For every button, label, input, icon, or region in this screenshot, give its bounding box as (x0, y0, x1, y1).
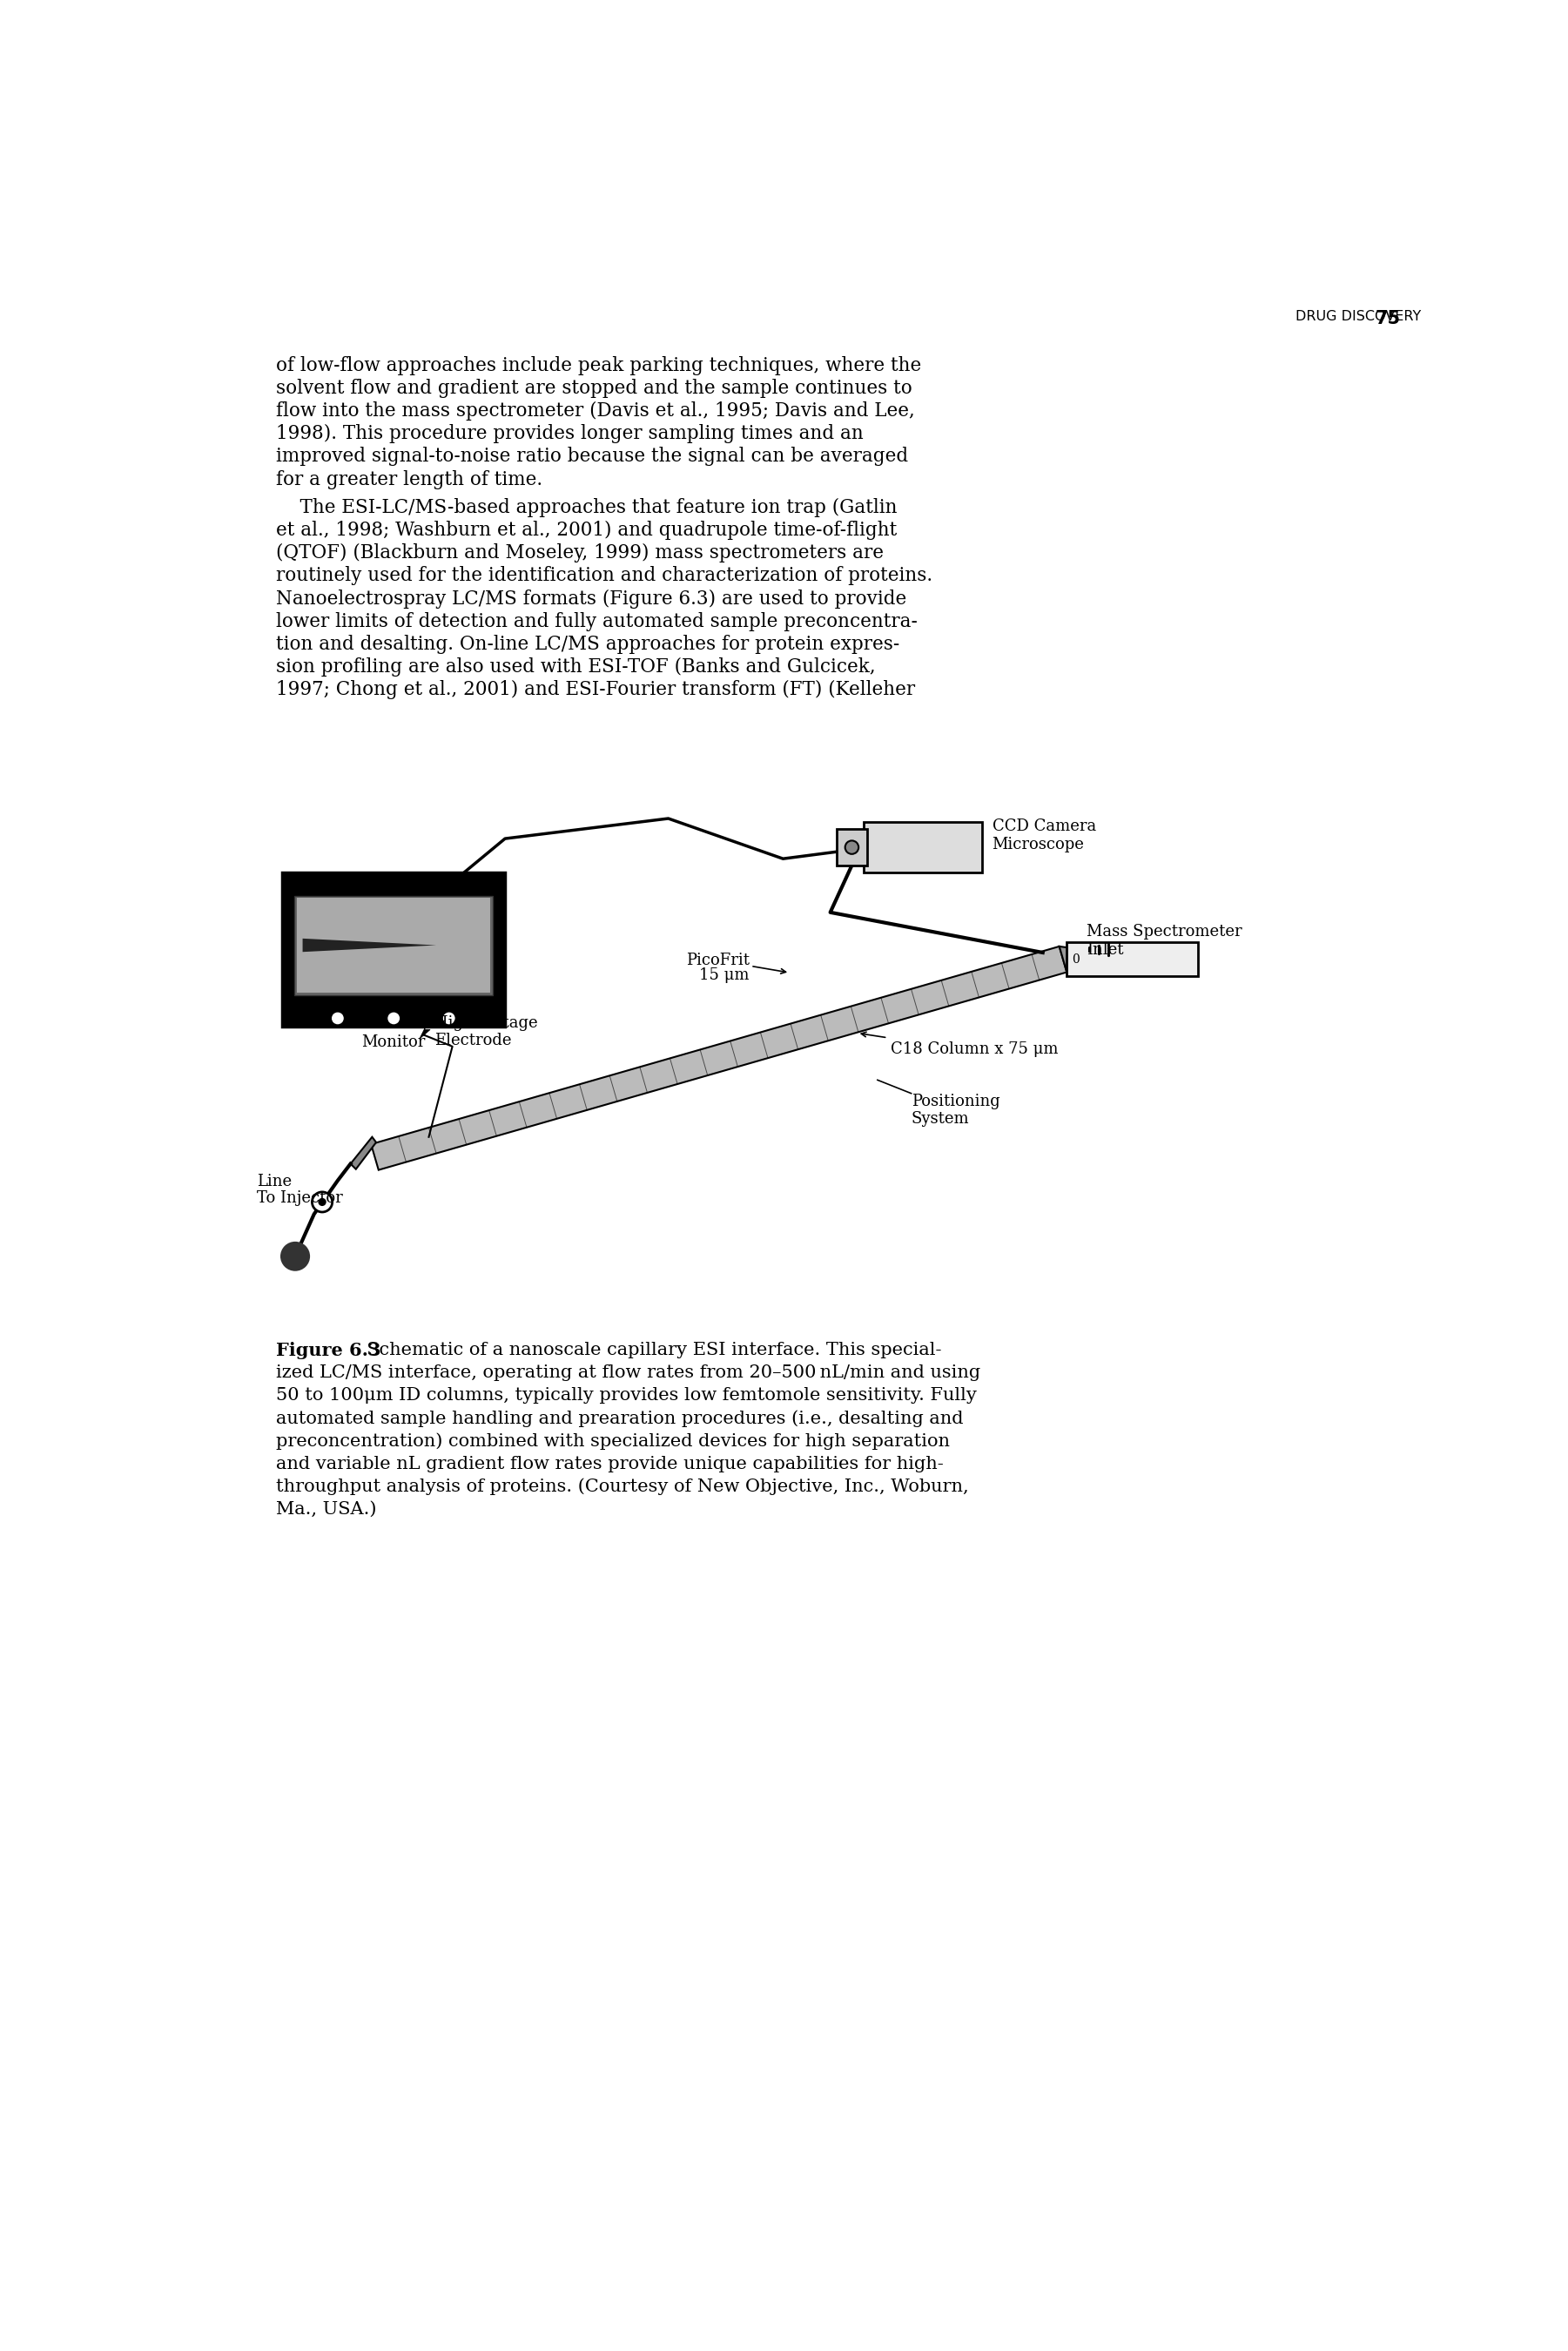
Text: 50 to 100μm ID columns, typically provides low femtomole sensitivity. Fully: 50 to 100μm ID columns, typically provid… (276, 1387, 977, 1404)
Circle shape (318, 1199, 326, 1206)
Bar (864, 823, 982, 872)
Circle shape (312, 1192, 332, 1213)
Text: routinely used for the identification and characterization of proteins.: routinely used for the identification an… (276, 567, 933, 585)
Polygon shape (351, 1138, 376, 1168)
Text: High Voltage
Electrode: High Voltage Electrode (434, 1016, 538, 1049)
Text: ized LC/MS interface, operating at flow rates from 20–500 nL/min and using: ized LC/MS interface, operating at flow … (276, 1364, 980, 1380)
Text: Ma., USA.): Ma., USA.) (276, 1500, 376, 1519)
Text: automated sample handling and prearation procedures (i.e., desalting and: automated sample handling and prearation… (276, 1411, 963, 1427)
Text: 75: 75 (1375, 310, 1400, 327)
Text: CCD Camera
Microscope: CCD Camera Microscope (993, 818, 1096, 853)
Text: DRUG DISCOVERY: DRUG DISCOVERY (1295, 310, 1422, 324)
Text: 1998). This procedure provides longer sampling times and an: 1998). This procedure provides longer sa… (276, 423, 862, 444)
Text: PicoFrit: PicoFrit (685, 952, 750, 969)
Text: Nanoelectrospray LC/MS formats (Figure 6.3) are used to provide: Nanoelectrospray LC/MS formats (Figure 6… (276, 590, 906, 609)
Circle shape (332, 1013, 343, 1023)
Text: and variable nL gradient flow rates provide unique capabilities for high-: and variable nL gradient flow rates prov… (276, 1455, 944, 1472)
Text: (QTOF) (Blackburn and Moseley, 1999) mass spectrometers are: (QTOF) (Blackburn and Moseley, 1999) mas… (276, 543, 883, 562)
Bar (295, 896, 492, 994)
Text: for a greater length of time.: for a greater length of time. (276, 470, 543, 489)
Circle shape (444, 1013, 455, 1023)
Polygon shape (303, 938, 436, 952)
Bar (837, 828, 867, 865)
Text: 0: 0 (1073, 952, 1080, 966)
Bar (282, 872, 505, 1027)
Text: 15 μm: 15 μm (699, 966, 750, 983)
Text: Monitor: Monitor (362, 1034, 425, 1051)
Text: lower limits of detection and fully automated sample preconcentra-: lower limits of detection and fully auto… (276, 611, 917, 630)
Polygon shape (372, 947, 1066, 1171)
Text: sion profiling are also used with ESI-TOF (Banks and Gulcicek,: sion profiling are also used with ESI-TO… (276, 658, 875, 677)
Text: The ESI-LC/MS-based approaches that feature ion trap (Gatlin: The ESI-LC/MS-based approaches that feat… (276, 498, 897, 517)
Bar (1066, 943, 1198, 976)
Circle shape (845, 842, 859, 853)
Text: of low-flow approaches include peak parking techniques, where the: of low-flow approaches include peak park… (276, 355, 920, 376)
Text: C18 Column x 75 μm: C18 Column x 75 μm (891, 1041, 1058, 1056)
Circle shape (389, 1013, 400, 1023)
Text: et al., 1998; Washburn et al., 2001) and quadrupole time-of-flight: et al., 1998; Washburn et al., 2001) and… (276, 522, 897, 541)
Text: 1997; Chong et al., 2001) and ESI-Fourier transform (FT) (Kelleher: 1997; Chong et al., 2001) and ESI-Fourie… (276, 679, 914, 701)
Text: flow into the mass spectrometer (Davis et al., 1995; Davis and Lee,: flow into the mass spectrometer (Davis e… (276, 402, 914, 421)
Circle shape (281, 1241, 310, 1272)
Text: improved signal-to-noise ratio because the signal can be averaged: improved signal-to-noise ratio because t… (276, 447, 908, 465)
Text: preconcentration) combined with specialized devices for high separation: preconcentration) combined with speciali… (276, 1432, 950, 1451)
Text: solvent flow and gradient are stopped and the sample continues to: solvent flow and gradient are stopped an… (276, 379, 913, 397)
Text: Figure 6.3: Figure 6.3 (276, 1342, 381, 1359)
Bar (298, 898, 491, 992)
Text: Schematic of a nanoscale capillary ESI interface. This special-: Schematic of a nanoscale capillary ESI i… (356, 1342, 942, 1359)
Text: Positioning
System: Positioning System (911, 1093, 1000, 1126)
Text: throughput analysis of proteins. (Courtesy of New Objective, Inc., Woburn,: throughput analysis of proteins. (Courte… (276, 1479, 969, 1495)
Text: Line: Line (257, 1173, 292, 1190)
Text: tion and desalting. On-line LC/MS approaches for protein expres-: tion and desalting. On-line LC/MS approa… (276, 635, 898, 654)
Text: Mass Spectrometer
Inlet: Mass Spectrometer Inlet (1087, 924, 1242, 957)
Text: To Injector: To Injector (257, 1190, 343, 1206)
Polygon shape (1060, 947, 1080, 973)
Polygon shape (419, 1013, 430, 1039)
